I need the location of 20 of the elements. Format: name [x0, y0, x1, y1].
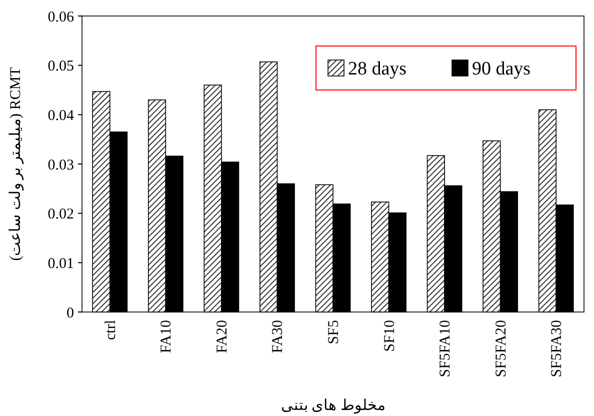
x-tick-label: FA20 — [214, 320, 230, 354]
y-tick-label: 0.04 — [48, 108, 74, 124]
x-tick-label: SF5FA10 — [438, 320, 454, 378]
x-tick-label: SF5 — [326, 320, 342, 344]
y-tick-label: 0.01 — [48, 256, 74, 272]
y-tick-label: 0 — [66, 305, 74, 322]
y-tick-label: 0.05 — [48, 58, 74, 75]
x-tick-label: FA30 — [270, 320, 286, 354]
y-tick-label: 0.02 — [48, 206, 74, 223]
x-tick-label: FA10 — [158, 320, 175, 354]
y-tick-label: 0.06 — [48, 9, 74, 26]
x-tick-label: SF5FA30 — [549, 320, 566, 378]
legend-label: 90 days — [472, 58, 531, 80]
x-tick-label: SF10 — [382, 320, 398, 352]
x-tick-label: ctrl — [102, 320, 119, 340]
legend-label: 28 days — [348, 58, 407, 80]
x-axis-title: مخلوط های بتنی — [280, 398, 386, 414]
y-axis-title: (میلیمتر بر ولت ساعت) RCMT — [8, 67, 24, 261]
y-tick-label: 0.03 — [48, 157, 74, 174]
x-tick-label: SF5FA20 — [493, 320, 510, 378]
